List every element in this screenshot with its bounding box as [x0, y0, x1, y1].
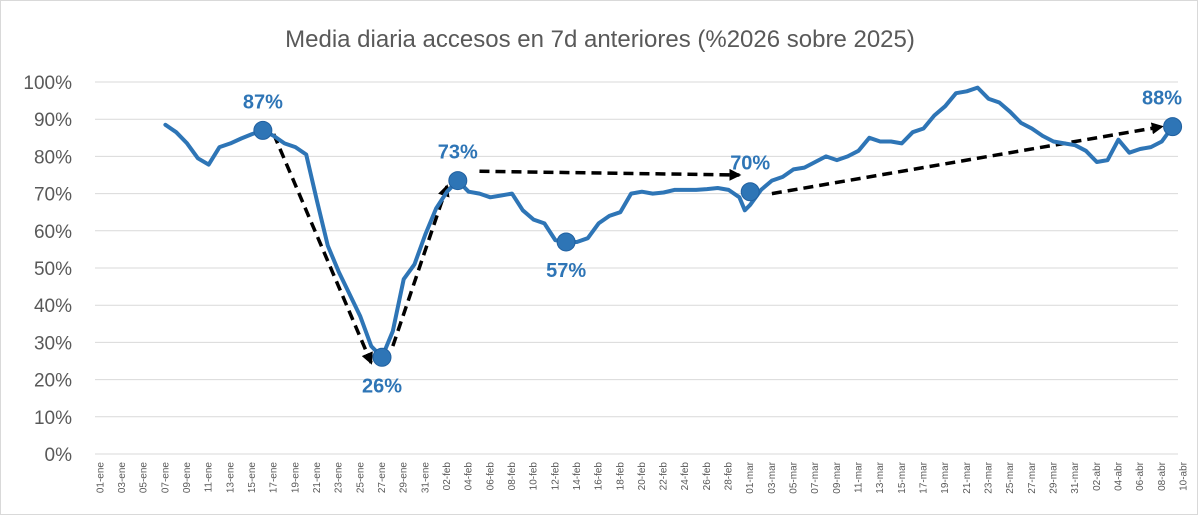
x-tick-label: 08-abr: [1157, 461, 1168, 491]
x-tick-label: 29-mar: [1048, 461, 1059, 493]
x-tick-label: 06-feb: [485, 462, 496, 491]
data-label: 70%: [730, 153, 770, 175]
x-tick-label: 31-mar: [1070, 461, 1081, 493]
x-tick-label: 22-feb: [659, 462, 670, 491]
series-layer: [163, 85, 1175, 360]
x-tick-label: 07-ene: [160, 462, 171, 494]
x-tick-label: 24-feb: [680, 462, 691, 491]
x-tick-label: 08-feb: [507, 462, 518, 491]
trend-arrow: [272, 133, 373, 365]
x-tick-label: 21-ene: [312, 462, 323, 494]
chart-title: Media diaria accesos en 7d anteriores (%…: [285, 26, 915, 53]
data-point-marker: [740, 182, 760, 202]
y-tick-label: 60%: [34, 222, 72, 243]
x-tick-label: 19-mar: [940, 461, 951, 493]
x-tick-label: 05-ene: [139, 462, 150, 494]
x-tick-label: 27-ene: [377, 462, 388, 494]
x-tick-label: 11-mar: [854, 461, 865, 493]
y-tick-label: 80%: [34, 147, 72, 168]
x-tick-label: 31-ene: [420, 462, 431, 494]
trend-arrow: [479, 168, 742, 181]
x-tick-label: 28-feb: [724, 462, 735, 491]
x-tick-label: 17-mar: [918, 461, 929, 493]
x-tick-label: 13-ene: [225, 462, 236, 494]
x-tick-label: 20-feb: [637, 462, 648, 491]
data-point-marker: [372, 347, 392, 367]
y-axis-ticks: 0% 10% 20% 30% 40% 50% 60% 70% 80% 90% 100%: [23, 73, 72, 466]
x-tick-label: 21-mar: [962, 461, 973, 493]
trend-arrows: [272, 122, 1164, 365]
y-tick-label: 50%: [34, 259, 72, 280]
x-tick-label: 01-ene: [95, 462, 106, 494]
data-point-marker: [1163, 117, 1183, 137]
data-point-marker: [556, 232, 576, 252]
x-tick-label: 02-feb: [442, 462, 453, 491]
x-tick-label: 29-ene: [399, 462, 410, 494]
x-tick-label: 07-mar: [810, 461, 821, 493]
data-label: 88%: [1142, 88, 1182, 110]
data-label: 87%: [243, 91, 283, 113]
y-tick-label: 20%: [34, 371, 72, 392]
x-tick-label: 25-mar: [1005, 461, 1016, 493]
x-tick-label: 03-ene: [117, 462, 128, 494]
data-point-marker: [253, 120, 273, 140]
y-tick-label: 10%: [34, 408, 72, 429]
y-tick-label: 100%: [23, 73, 72, 94]
x-tick-label: 15-mar: [897, 461, 908, 493]
data-point-marker: [448, 171, 468, 191]
y-tick-label: 90%: [34, 110, 72, 131]
x-tick-label: 09-mar: [832, 461, 843, 493]
x-tick-label: 06-abr: [1135, 461, 1146, 491]
series-line: [163, 85, 1175, 360]
x-tick-label: 04-abr: [1113, 461, 1124, 491]
x-tick-label: 26-feb: [702, 462, 713, 491]
x-tick-label: 12-feb: [550, 462, 561, 491]
x-tick-label: 10-abr: [1178, 461, 1189, 491]
x-tick-label: 23-ene: [334, 462, 345, 494]
data-label: 26%: [362, 375, 402, 397]
trend-arrow: [771, 122, 1164, 196]
x-tick-label: 23-mar: [983, 461, 994, 493]
x-tick-label: 13-mar: [875, 461, 886, 493]
gridlines: [95, 81, 1178, 455]
data-label: 73%: [438, 142, 478, 164]
x-tick-label: 14-feb: [572, 462, 583, 491]
x-tick-label: 11-ene: [204, 462, 215, 493]
y-tick-label: 30%: [34, 333, 72, 354]
y-tick-label: 40%: [34, 296, 72, 317]
y-tick-label: 0%: [45, 445, 73, 466]
y-tick-label: 70%: [34, 185, 72, 206]
x-tick-label: 10-feb: [529, 462, 540, 491]
x-tick-label: 17-ene: [269, 462, 280, 494]
data-annotations: 87% 26% 73% 57% 70% 88%: [243, 88, 1182, 398]
x-tick-label: 02-abr: [1092, 461, 1103, 491]
x-tick-label: 19-ene: [290, 462, 301, 494]
x-tick-label: 16-feb: [594, 462, 605, 491]
x-tick-label: 05-mar: [789, 461, 800, 493]
data-label: 57%: [546, 260, 586, 282]
trend-arrow: [391, 184, 450, 347]
x-tick-label: 27-mar: [1027, 461, 1038, 493]
x-tick-label: 01-mar: [745, 461, 756, 493]
x-tick-label: 25-ene: [355, 462, 366, 494]
x-tick-label: 03-mar: [767, 461, 778, 493]
x-tick-label: 15-ene: [247, 462, 258, 494]
x-tick-label: 09-ene: [182, 462, 193, 494]
x-tick-label: 18-feb: [615, 462, 626, 491]
x-axis-ticks: 01-ene 03-ene 05-ene 07-ene 09-ene 11-ene 13-e…: [95, 461, 1189, 493]
x-tick-label: 04-feb: [464, 462, 475, 491]
